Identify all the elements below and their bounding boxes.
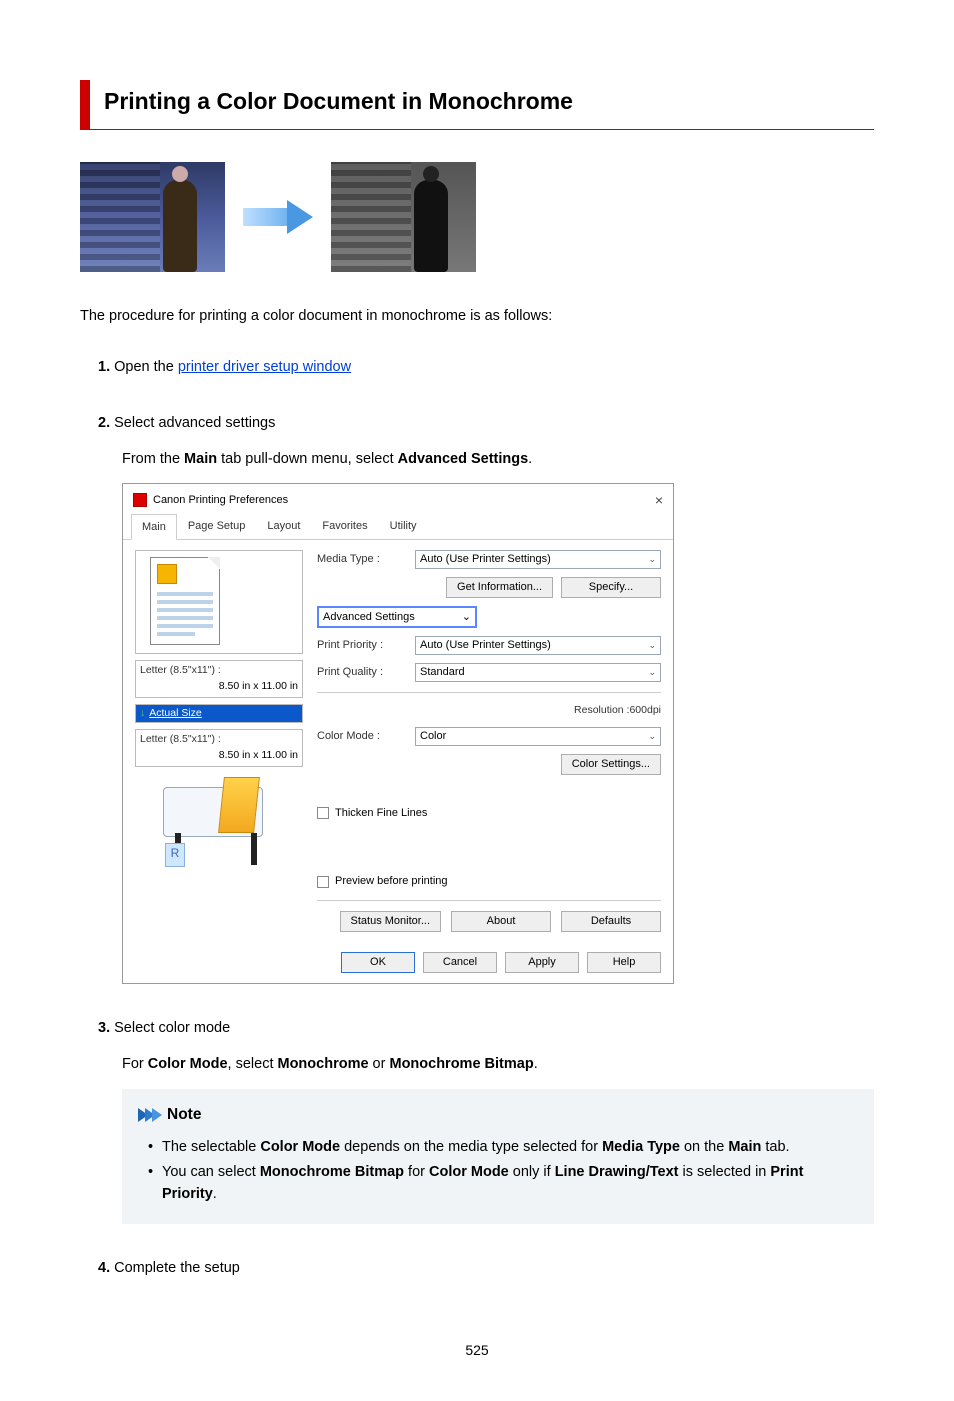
thicken-checkbox[interactable]: Thicken Fine Lines	[317, 805, 661, 822]
get-information-button[interactable]: Get Information...	[446, 577, 553, 598]
actual-size-strip[interactable]: ↓ Actual Size	[135, 704, 303, 724]
step-4: 4. Complete the setup	[98, 1258, 874, 1280]
step-3-title: Select color mode	[114, 1020, 230, 1036]
hero-image-row	[80, 162, 874, 272]
label-print-priority: Print Priority :	[317, 637, 409, 654]
step-3: 3. Select color mode For Color Mode, sel…	[98, 1018, 874, 1224]
defaults-button[interactable]: Defaults	[561, 911, 661, 932]
dialog-tabs: Main Page Setup Layout Favorites Utility	[123, 513, 673, 541]
step-2-body: From the Main tab pull-down menu, select…	[122, 449, 874, 471]
page-title-bar: Printing a Color Document in Monochrome	[80, 80, 874, 130]
dialog-titlebar: Canon Printing Preferences ×	[123, 484, 673, 513]
label-color-mode: Color Mode :	[317, 728, 409, 745]
down-arrow-icon: ↓	[140, 706, 145, 722]
dialog-title: Canon Printing Preferences	[153, 492, 288, 509]
cancel-button[interactable]: Cancel	[423, 952, 497, 973]
printer-illustration: R	[135, 773, 303, 881]
step-2-title: Select advanced settings	[114, 415, 275, 431]
tab-page-setup[interactable]: Page Setup	[177, 513, 257, 540]
about-button[interactable]: About	[451, 911, 551, 932]
paper-info-2: Letter (8.5"x11") : 8.50 in x 11.00 in	[135, 729, 303, 767]
close-icon[interactable]: ×	[655, 490, 663, 511]
note-item-2: You can select Monochrome Bitmap for Col…	[148, 1162, 858, 1206]
preview-checkbox[interactable]: Preview before printing	[317, 873, 661, 890]
page-number: 525	[80, 1340, 874, 1361]
printer-tag: R	[165, 843, 185, 867]
arrow-icon	[243, 202, 313, 232]
page-preview-thumb	[135, 550, 303, 654]
combo-media-type[interactable]: Auto (Use Printer Settings)⌄	[415, 550, 661, 569]
tab-main[interactable]: Main	[131, 514, 177, 541]
combo-print-priority[interactable]: Auto (Use Printer Settings)⌄	[415, 636, 661, 655]
ok-button[interactable]: OK	[341, 952, 415, 973]
app-icon	[133, 493, 147, 507]
chevron-down-icon: ⌄	[648, 730, 656, 744]
resolution-text: Resolution :600dpi	[317, 703, 661, 719]
note-block: Note The selectable Color Mode depends o…	[122, 1089, 874, 1224]
color-settings-button[interactable]: Color Settings...	[561, 754, 661, 775]
label-print-quality: Print Quality :	[317, 664, 409, 681]
hero-photo-monochrome	[331, 162, 476, 272]
note-heading: Note	[167, 1103, 201, 1126]
lead-text: The procedure for printing a color docum…	[80, 306, 874, 328]
tab-utility[interactable]: Utility	[379, 513, 428, 540]
tab-layout[interactable]: Layout	[256, 513, 311, 540]
hero-photo-color	[80, 162, 225, 272]
advanced-settings-combo[interactable]: Advanced Settings⌄	[317, 606, 477, 628]
step-3-number: 3.	[98, 1020, 110, 1036]
tab-favorites[interactable]: Favorites	[311, 513, 378, 540]
apply-button[interactable]: Apply	[505, 952, 579, 973]
dialog-screenshot: Canon Printing Preferences × Main Page S…	[122, 483, 674, 984]
step-4-title: Complete the setup	[114, 1260, 240, 1276]
step-3-body: For Color Mode, select Monochrome or Mon…	[122, 1054, 874, 1076]
step-2-number: 2.	[98, 415, 110, 431]
step-2: 2. Select advanced settings From the Mai…	[98, 413, 874, 984]
paper-info-1: Letter (8.5"x11") : 8.50 in x 11.00 in	[135, 660, 303, 698]
combo-color-mode[interactable]: Color⌄	[415, 727, 661, 746]
chevron-down-icon: ⌄	[648, 639, 656, 653]
combo-print-quality[interactable]: Standard⌄	[415, 663, 661, 682]
specify-button[interactable]: Specify...	[561, 577, 661, 598]
step-1-link[interactable]: printer driver setup window	[178, 359, 351, 375]
note-arrows-icon	[138, 1108, 159, 1122]
help-button[interactable]: Help	[587, 952, 661, 973]
page-title: Printing a Color Document in Monochrome	[104, 84, 874, 119]
step-4-number: 4.	[98, 1260, 110, 1276]
step-1-number: 1.	[98, 359, 110, 375]
chevron-down-icon: ⌄	[648, 666, 656, 680]
label-media-type: Media Type :	[317, 551, 409, 568]
step-1: 1. Open the printer driver setup window	[98, 357, 874, 379]
step-1-prefix: Open the	[114, 359, 178, 375]
note-item-1: The selectable Color Mode depends on the…	[148, 1137, 858, 1159]
chevron-down-icon: ⌄	[648, 553, 656, 567]
status-monitor-button[interactable]: Status Monitor...	[340, 911, 441, 932]
chevron-down-icon: ⌄	[462, 609, 471, 626]
